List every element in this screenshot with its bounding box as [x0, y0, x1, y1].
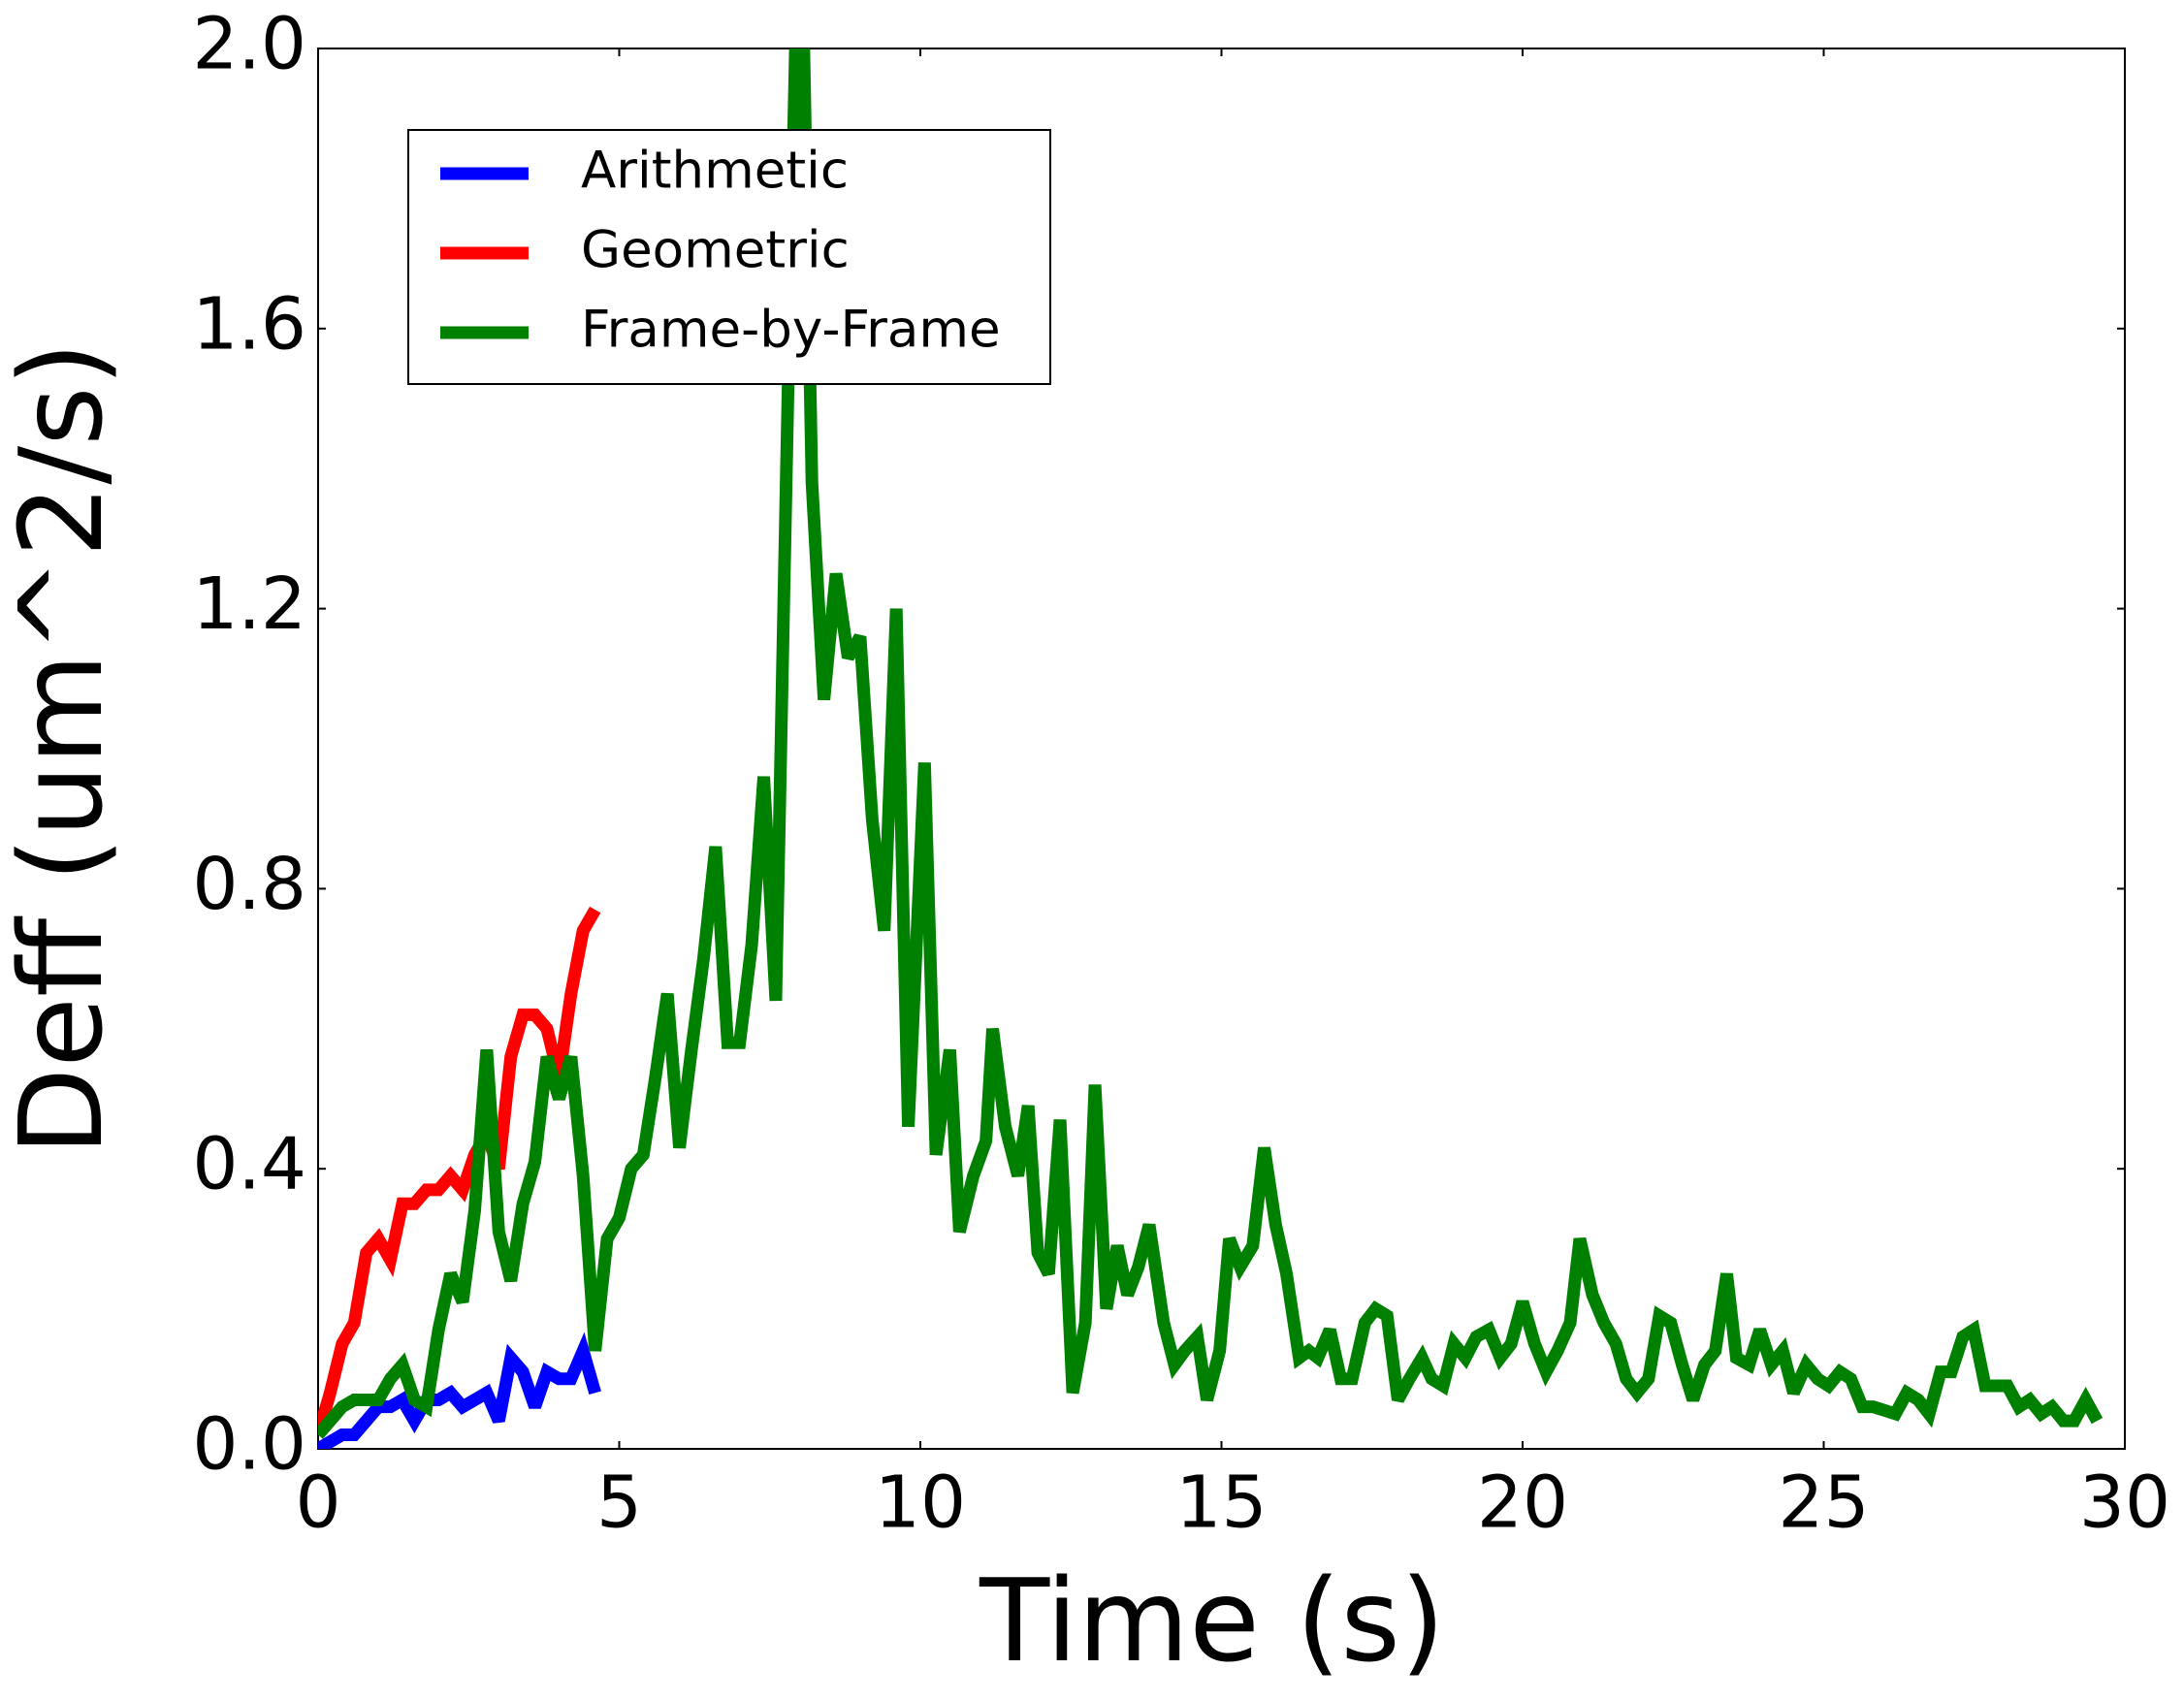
legend: Arithmetic Geometric Frame-by-Frame — [407, 129, 1051, 385]
x-tick-label: 25 — [1778, 1461, 1869, 1545]
y-tick-label: 2.0 — [192, 3, 306, 86]
data-line — [318, 906, 601, 1437]
x-tick-label: 5 — [596, 1461, 642, 1545]
x-tick-label: 10 — [875, 1461, 966, 1545]
x-tick-label: 30 — [2079, 1461, 2170, 1545]
y-tick-label: 0.8 — [192, 843, 306, 926]
x-tick-label: 15 — [1175, 1461, 1267, 1545]
y-tick-label: 1.2 — [192, 562, 306, 646]
legend-label: Arithmetic — [581, 142, 849, 201]
legend-label: Frame-by-Frame — [581, 301, 1001, 360]
data-line — [318, 48, 2104, 1439]
data-line — [318, 1332, 601, 1449]
y-tick-label: 0.4 — [192, 1123, 306, 1206]
y-axis-label: Deff (um^2/s) — [0, 341, 128, 1155]
y-tick-label: 0.0 — [192, 1403, 306, 1487]
x-tick-label: 0 — [295, 1461, 340, 1545]
plot-area — [318, 48, 2104, 1449]
x-axis-label: Time (s) — [979, 1554, 1445, 1687]
x-tick-label: 20 — [1477, 1461, 1568, 1545]
y-tick-label: 1.6 — [192, 282, 306, 366]
legend-label: Geometric — [581, 221, 850, 280]
